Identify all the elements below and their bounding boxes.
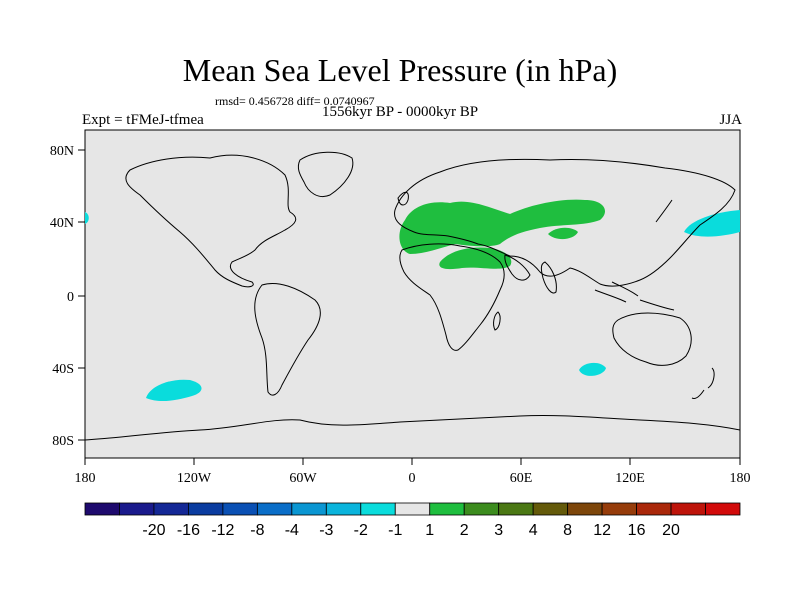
colorbar-swatch xyxy=(394,502,431,516)
coast-antarctica xyxy=(84,414,741,441)
lat-label: 40S xyxy=(52,362,74,377)
colorbar-swatch xyxy=(636,502,672,516)
anomaly-regions xyxy=(85,199,740,402)
colorbar-swatch xyxy=(567,502,603,516)
colorbar-swatch xyxy=(498,502,534,516)
colorbar-label: 16 xyxy=(628,522,646,539)
colorbar-labels: -20 -16 -12 -8 -4 -3 -2 -1 1 2 3 4 8 12 16 20 xyxy=(142,522,680,539)
coast-greenland xyxy=(297,151,354,197)
colorbar-swatch xyxy=(325,502,362,516)
colorbar-label: -1 xyxy=(388,522,402,539)
map-background xyxy=(84,129,741,459)
colorbar-swatch xyxy=(429,502,465,516)
colorbar-label: -4 xyxy=(285,522,299,539)
colorbar-swatch xyxy=(256,502,293,516)
lon-label: 180 xyxy=(75,471,96,486)
lat-label: 0 xyxy=(67,290,74,305)
colorbar-swatch xyxy=(84,502,120,516)
colorbar-label: 8 xyxy=(563,522,572,539)
lon-label: 0 xyxy=(409,471,416,486)
colorbar-label: -8 xyxy=(250,522,264,539)
coast-australia xyxy=(612,312,692,366)
colorbar-label: 4 xyxy=(529,522,538,539)
season-label: JJA xyxy=(719,112,742,128)
colorbar-label: 12 xyxy=(593,522,611,539)
coast-south-america xyxy=(254,283,321,396)
anomaly-south-pacific xyxy=(146,379,202,402)
colorbar-swatch xyxy=(119,502,155,516)
lon-label: 60W xyxy=(289,471,317,486)
statistics-text: rmsd= 0.456728 diff= 0.0740967 xyxy=(215,94,375,108)
colorbar-label: 3 xyxy=(494,522,503,539)
coast-new-zealand xyxy=(691,367,715,399)
latitude-labels: 80N 40N 0 40S 80S xyxy=(50,144,74,449)
lon-label: 180 xyxy=(730,471,751,486)
coast-eurasia xyxy=(394,158,736,287)
anomaly-central-asia xyxy=(548,227,578,240)
colorbar-label: 2 xyxy=(460,522,469,539)
colorbar-label: -2 xyxy=(354,522,368,539)
coastlines xyxy=(84,151,741,441)
lat-label: 80N xyxy=(50,144,74,159)
longitude-labels: 180 120W 60W 0 60E 120E 180 xyxy=(75,471,751,486)
colorbar-swatch xyxy=(670,502,706,516)
colorbar-label: -12 xyxy=(211,522,234,539)
lon-label: 60E xyxy=(510,471,533,486)
anomaly-north-africa xyxy=(439,247,512,270)
lon-label: 120E xyxy=(615,471,645,486)
lon-label: 120W xyxy=(177,471,212,486)
lat-label: 80S xyxy=(52,434,74,449)
colorbar xyxy=(84,502,741,516)
coast-japan xyxy=(655,199,673,223)
colorbar-swatch xyxy=(222,502,258,516)
colorbar-swatch xyxy=(360,502,396,516)
experiment-label: Expt = tFMeJ-tfmea xyxy=(82,112,204,128)
coast-north-america xyxy=(125,154,297,288)
coast-africa xyxy=(399,243,505,351)
colorbar-swatch xyxy=(463,502,500,516)
colorbar-swatch xyxy=(153,502,189,516)
colorbar-swatch xyxy=(705,502,741,516)
colorbar-swatch xyxy=(291,502,327,516)
colorbar-swatch xyxy=(601,502,637,516)
coast-arabia-india xyxy=(504,254,557,294)
colorbar-swatch xyxy=(532,502,569,516)
period-label: 1556kyr BP - 0000kyr BP xyxy=(322,104,479,120)
anomaly-atlantic-edge xyxy=(85,212,89,224)
colorbar-label: -3 xyxy=(319,522,333,539)
coast-uk xyxy=(397,191,409,206)
lat-label: 40N xyxy=(50,216,74,231)
chart-title: Mean Sea Level Pressure (in hPa) xyxy=(182,52,618,88)
colorbar-label: -16 xyxy=(177,522,200,539)
coast-maritime-se-asia xyxy=(594,281,675,311)
anomaly-eurasia xyxy=(399,199,605,254)
axis-ticks xyxy=(78,149,741,465)
colorbar-label: -20 xyxy=(142,522,165,539)
anomaly-indian-ocean xyxy=(579,362,606,376)
colorbar-label: 1 xyxy=(425,522,434,539)
colorbar-label: 20 xyxy=(662,522,680,539)
anomaly-north-pacific xyxy=(684,210,740,237)
colorbar-swatch xyxy=(188,502,224,516)
coast-madagascar xyxy=(493,311,501,331)
